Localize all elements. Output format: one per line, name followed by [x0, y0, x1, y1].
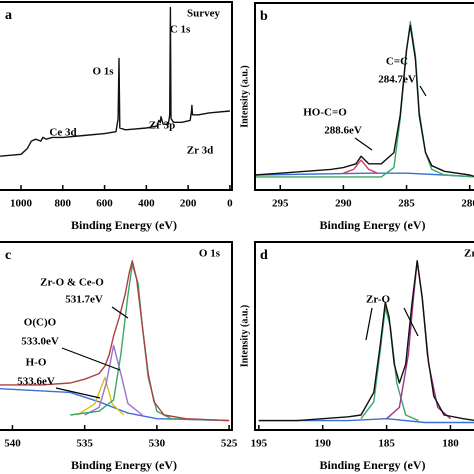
annotation: 284.7eV — [378, 74, 416, 86]
x-tick-label: 180 — [442, 438, 459, 450]
spectrum-curve — [84, 344, 143, 416]
annotation: Zr 3p — [149, 120, 175, 132]
x-axis-label: Binding Energy (eV) — [71, 458, 177, 472]
spectrum-curve — [386, 260, 451, 420]
spectrum-curve — [255, 21, 474, 178]
x-tick-label: 190 — [314, 438, 331, 450]
annotation: 288.6eV — [324, 125, 362, 137]
x-tick-label: 400 — [138, 198, 155, 210]
annotation: C 1s — [170, 24, 191, 36]
spectrum-curve — [258, 260, 474, 422]
panel-title: Survey — [187, 8, 221, 20]
x-tick-label: 295 — [272, 198, 289, 210]
plot-frame — [0, 241, 233, 431]
plot-frame — [254, 241, 474, 431]
spectrum-curve — [77, 376, 125, 416]
panel-title: O 1s — [199, 248, 221, 260]
spectrum-curve — [360, 307, 419, 422]
x-tick-label: 195 — [251, 438, 268, 450]
spectrum-curve — [343, 159, 378, 174]
annotation: Ce 3d — [49, 127, 76, 139]
spectrum-curve — [0, 260, 230, 422]
plot-frame — [0, 1, 233, 191]
annotation: 533.6eV — [17, 376, 55, 388]
annotation: O(C)O — [24, 317, 57, 329]
annotation-arrow — [111, 306, 129, 319]
x-tick-label: 600 — [96, 198, 113, 210]
x-tick-label: 1000 — [10, 198, 33, 210]
x-tick-label: 525 — [221, 438, 238, 450]
annotation: Zr 3d — [187, 145, 213, 157]
x-tick-label: 535 — [76, 438, 93, 450]
annotation-arrow — [55, 387, 101, 399]
annotation-arrow — [61, 347, 121, 371]
annotation: 531.7eV — [65, 294, 103, 306]
x-tick-label: 285 — [398, 198, 415, 210]
annotation: C=C — [386, 56, 408, 68]
annotation: Zr-O & Ce-O — [40, 277, 104, 289]
x-tick-label: 540 — [4, 438, 21, 450]
x-tick-label: 185 — [378, 438, 395, 450]
annotation-arrow — [354, 137, 373, 151]
spectrum-curve — [0, 388, 230, 422]
x-axis-label: Binding Energy (eV) — [319, 218, 425, 232]
annotation-arrow — [365, 307, 373, 341]
annotation: Zr-O — [366, 294, 390, 306]
annotation: HO-C=O — [303, 107, 347, 119]
annotation: 533.0eV — [21, 336, 59, 348]
annotation-arrow — [419, 85, 427, 97]
panel-title: Zr 3d — [464, 248, 474, 260]
x-axis-label: Binding Energy (eV) — [71, 218, 177, 232]
annotation: H-O — [26, 357, 47, 369]
spectrum-curve — [0, 6, 230, 157]
y-axis-label: Intensity (a.u.) — [239, 305, 250, 368]
x-tick-label: 530 — [149, 438, 166, 450]
panel-letter: c — [5, 248, 11, 263]
y-axis-label: Intensity (a.u.) — [239, 65, 250, 128]
x-tick-label: 290 — [335, 198, 352, 210]
panel-letter: d — [260, 248, 268, 263]
panel-letter: b — [260, 9, 268, 24]
x-tick-label: 200 — [180, 198, 197, 210]
plot-frame — [254, 2, 474, 191]
annotation: O 1s — [92, 66, 114, 78]
x-tick-label: 0 — [227, 198, 233, 210]
panel-letter: a — [5, 8, 12, 23]
x-tick-label: 800 — [55, 198, 72, 210]
spectrum-curve — [254, 24, 474, 178]
annotation-arrow — [403, 307, 419, 337]
x-tick-label: 280 — [461, 198, 474, 210]
x-axis-label: Binding Energy (eV) — [319, 458, 425, 472]
